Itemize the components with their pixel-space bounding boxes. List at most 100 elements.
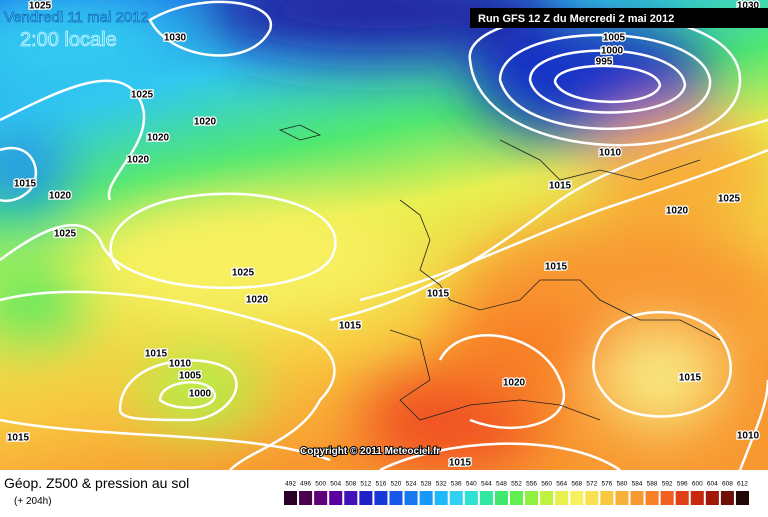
legend-swatch [374,491,388,505]
legend-label: 564 [556,481,567,488]
legend-label: 540 [466,481,477,488]
legend-swatch [555,491,569,505]
legend-swatch [735,491,749,505]
legend-label: 496 [300,481,311,488]
isobar-label: 1030 [164,33,187,44]
legend-label: 492 [285,481,296,488]
isobar-label: 1020 [503,378,526,389]
isobar-label: 995 [596,57,613,68]
legend-swatch [389,491,403,505]
legend-label: 576 [601,481,612,488]
legend-swatch [540,491,554,505]
legend-label: 548 [496,481,507,488]
legend-swatch [720,491,734,505]
legend-label: 524 [406,481,417,488]
legend-label: 556 [526,481,537,488]
legend-swatch [284,491,298,505]
legend-label: 536 [451,481,462,488]
isobar-label: 1000 [601,46,624,57]
legend-swatch [675,491,689,505]
isobar-label: 1020 [49,191,72,202]
legend-label: 568 [571,481,582,488]
legend-swatch [449,491,463,505]
legend-swatch [615,491,629,505]
legend-label: 580 [617,481,628,488]
legend-label: 520 [391,481,402,488]
isobar-label: 1020 [246,295,269,306]
legend-swatch [434,491,448,505]
isobar-label: 1025 [29,1,52,12]
map-date: Vendredi 11 mai 2012 [4,9,149,26]
isobar-label: 1025 [54,229,77,240]
legend-swatch [479,491,493,505]
isobar-labels: 1025 1030 1025 1020 1020 1020 1015 1020 1025 1025… [6,0,761,470]
legend-swatch [344,491,358,505]
legend-label: 604 [707,481,718,488]
legend-label: 528 [421,481,432,488]
isobar-label: 1020 [666,206,689,217]
legend-swatch [630,491,644,505]
isobar-label: 1015 [679,373,702,384]
isobar-label: 1000 [189,389,212,400]
legend-label: 552 [511,481,522,488]
legend-swatch [404,491,418,505]
legend-label: 572 [586,481,597,488]
legend-swatch [525,491,539,505]
isobar-label: 1020 [194,117,217,128]
isobar-label: 1025 [131,90,154,101]
run-box [470,8,768,28]
legend-swatch [660,491,674,505]
legend-label: 544 [481,481,492,488]
legend-label: 584 [632,481,643,488]
isobar-label: 1015 [549,181,572,192]
legend-swatch [570,491,584,505]
isobar-label: 1020 [127,155,150,166]
isobar-label: 1010 [169,359,192,370]
legend-label: 588 [647,481,658,488]
legend-label: 508 [345,481,356,488]
isobar-label: 1025 [718,194,741,205]
legend-label: 608 [722,481,733,488]
legend-swatch [705,491,719,505]
map-time: 2:00 locale [20,29,117,51]
legend-swatch [645,491,659,505]
coastlines [278,124,721,421]
legend-label: 532 [436,481,447,488]
isobar-lines [0,0,768,470]
legend-swatch [585,491,599,505]
isobar-label: 1025 [232,268,255,279]
legend-label: 512 [360,481,371,488]
legend-label: 612 [737,481,748,488]
legend-swatch [494,491,508,505]
run-info: Run GFS 12 Z du Mercredi 2 mai 2012 [478,13,674,25]
isobar-label: 1020 [147,133,170,144]
isobar-label: 1005 [179,371,202,382]
copyright: Copyright © 2011 Meteociel.fr [300,446,440,457]
legend-swatch [359,491,373,505]
legend-swatch [509,491,524,505]
legend-label: 504 [330,481,341,488]
legend-label: 560 [541,481,552,488]
isobar-label: 1015 [449,458,472,469]
isobar-label: 1015 [7,433,30,444]
legend-swatch [600,491,614,505]
legend-swatch [419,491,433,505]
legend-swatch [329,491,343,505]
isobar-label: 1015 [545,262,568,273]
map-field [0,0,768,470]
legend-label: 600 [692,481,703,488]
legend-swatch [464,491,478,505]
footer-lead: (+ 204h) [14,496,52,507]
isobar-label: 1015 [14,179,37,190]
legend-swatch [690,491,704,505]
legend-label: 596 [677,481,688,488]
isobar-label: 1005 [603,33,626,44]
legend-label: 516 [375,481,386,488]
legend-swatch [299,491,313,505]
footer-title: Géop. Z500 & pression au sol [4,475,189,491]
isobar-label: 1015 [427,289,450,300]
isobar-label: 1010 [737,431,760,442]
legend-label: 500 [315,481,326,488]
legend-swatch [314,491,328,505]
